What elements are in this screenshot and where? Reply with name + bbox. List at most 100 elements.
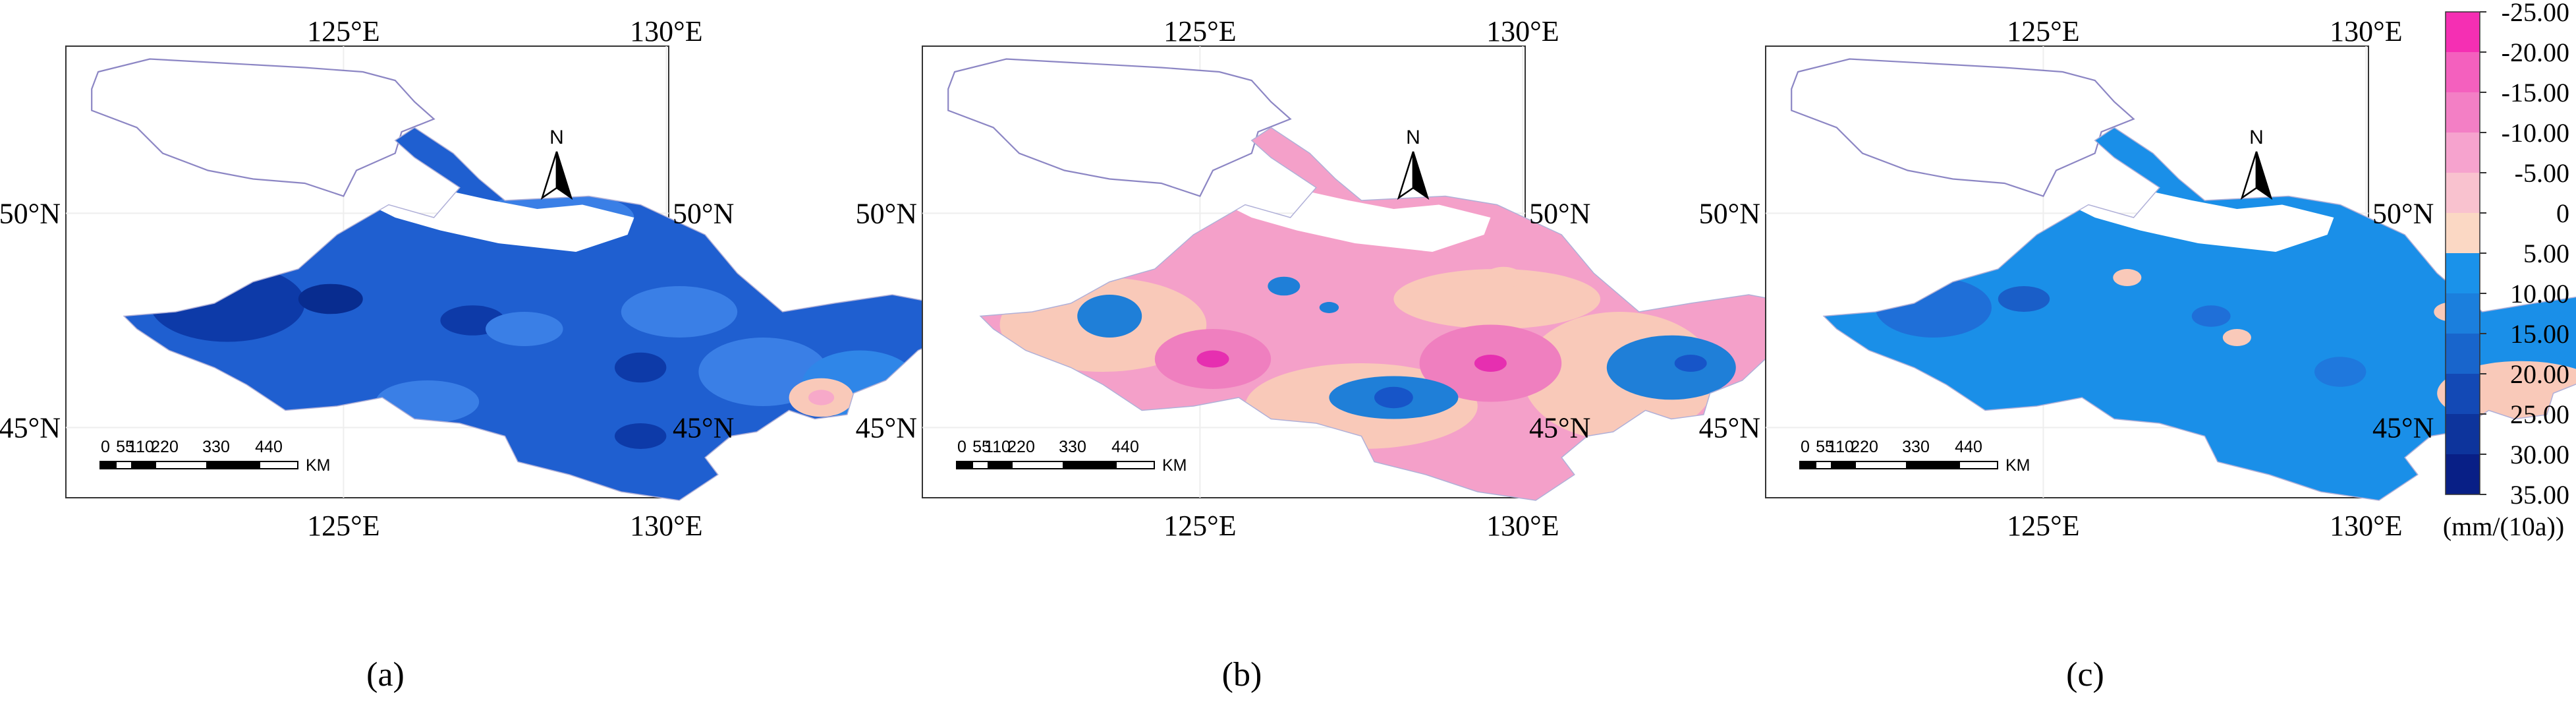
lon-label-top: 125°E: [1163, 15, 1236, 47]
scale-bar-number: 0: [101, 438, 110, 456]
legend-color-swatch: [2446, 253, 2480, 294]
legend-label: 10.00: [2510, 279, 2569, 309]
lat-label-right: 50°N: [2372, 198, 2434, 230]
legend-color-swatch: [2446, 334, 2480, 374]
scale-bar-number: 55: [972, 438, 991, 456]
scale-bar-unit: KM: [1162, 456, 1187, 475]
scale-bar-number: 220: [151, 438, 179, 456]
panel-caption-c: (c): [2066, 656, 2104, 694]
unshaded-region: [1791, 58, 2135, 197]
region-outline: [123, 127, 971, 501]
legend-color-swatch: [2446, 52, 2480, 93]
trend-contour-zone: [2191, 305, 2231, 327]
lon-label-top: 125°E: [307, 15, 379, 47]
lon-label-bottom: 130°E: [630, 510, 702, 542]
legend-label: -20.00: [2502, 38, 2569, 67]
unshaded-region: [947, 58, 1292, 197]
scale-bar-number: 330: [1059, 438, 1086, 456]
trend-contour-zone: [1674, 355, 1707, 372]
lon-label-top: 130°E: [630, 15, 702, 47]
lat-label-left: 50°N: [0, 198, 61, 230]
map-panel-c: 125°E 130°E 125°E 130°E 50°N 45°N 50°N 45°N N 0 55…: [1699, 15, 2576, 542]
scale-bar-unit: KM: [2005, 456, 2030, 475]
trend-contour-zone: [621, 286, 738, 338]
scale-bar: [99, 461, 298, 469]
lon-label-bottom: 125°E: [307, 510, 379, 542]
north-label: N: [1406, 127, 1420, 148]
trend-contour-zone: [2113, 269, 2142, 286]
lat-label-left: 50°N: [1699, 198, 1760, 230]
legend-color-swatch: [2446, 213, 2480, 254]
trend-contour-zone: [1374, 386, 1413, 409]
lon-label-bottom: 125°E: [2007, 510, 2079, 542]
trend-contour-zone: [1474, 355, 1507, 372]
scale-bar-number: 110: [1828, 438, 1854, 456]
lon-label-bottom: 130°E: [2330, 510, 2402, 542]
legend-label: -15.00: [2502, 78, 2569, 107]
trend-contour-zone: [1268, 276, 1301, 296]
trend-contour-zone: [1998, 286, 2050, 312]
trend-base-fill: [124, 127, 970, 500]
scale-bar-number: 440: [1111, 438, 1139, 456]
legend-label: 25.00: [2510, 400, 2569, 429]
legend-label: 35.00: [2510, 480, 2569, 510]
legend-color-swatch: [2446, 92, 2480, 133]
trend-contour-zone: [1606, 335, 1736, 400]
legend-color-swatch: [2446, 293, 2480, 334]
north-label: N: [549, 127, 564, 148]
scale-bar-number: 330: [202, 438, 230, 456]
scale-bar-number: 0: [1801, 438, 1810, 456]
lat-label-left: 50°N: [856, 198, 917, 230]
north-arrow-icon: [1397, 151, 1430, 200]
panel-caption-a: (a): [366, 656, 405, 694]
legend-label: 20.00: [2510, 359, 2569, 389]
trend-contour-zone: [298, 283, 363, 314]
scale-bar-number: 440: [1955, 438, 1982, 456]
trend-contour-zone: [615, 423, 667, 449]
scale-bar-number: 0: [957, 438, 966, 456]
lat-label-left: 45°N: [0, 412, 61, 444]
color-legend: -25.00 -20.00 -15.00 -10.00 -5.00 0 5.00 10.00 1…: [2443, 0, 2569, 541]
map-panel-a: 125°E 130°E 125°E 130°E 50°N 45°N 50°N 45°N N 0 55…: [0, 15, 971, 542]
trend-contour-zone: [1484, 266, 1523, 289]
trend-contour-zone: [1196, 350, 1229, 368]
region-outline: [1822, 127, 2576, 501]
north-arrow-icon: [2240, 151, 2273, 200]
north-arrow-icon: [540, 151, 573, 200]
legend-label: -10.00: [2502, 118, 2569, 148]
legend-label: 0: [2556, 198, 2569, 228]
lat-label-right: 45°N: [1529, 412, 1590, 444]
legend-color-swatch: [2446, 12, 2480, 53]
legend-label: 30.00: [2510, 440, 2569, 469]
scale-bar-number: 440: [255, 438, 283, 456]
lat-label-right: 45°N: [2372, 412, 2434, 444]
panel-caption-b: (b): [1222, 656, 1262, 694]
north-label: N: [2249, 127, 2264, 148]
unshaded-region: [91, 58, 435, 197]
scale-bar-number: 220: [1007, 438, 1035, 456]
scale-bar-number: 330: [1902, 438, 1930, 456]
scale-bar-number: 110: [128, 438, 154, 456]
trend-contour-zone: [808, 390, 835, 405]
legend-label: 5.00: [2523, 239, 2569, 268]
lat-label-left: 45°N: [1699, 412, 1760, 444]
lat-label-right: 50°N: [1529, 198, 1590, 230]
lat-label-left: 45°N: [856, 412, 917, 444]
lon-label-bottom: 130°E: [1486, 510, 1559, 542]
legend-label: -25.00: [2502, 0, 2569, 27]
scale-bar-number: 55: [1816, 438, 1834, 456]
scale-bar-unit: KM: [306, 456, 331, 475]
legend-color-swatch: [2446, 173, 2480, 214]
legend-color-swatch: [2446, 414, 2480, 455]
lon-label-top: 130°E: [1486, 15, 1559, 47]
legend-label: 15.00: [2510, 319, 2569, 349]
trend-contour-zone: [1319, 302, 1339, 313]
trend-contour-zone: [2222, 329, 2251, 346]
trend-contour-zone: [486, 312, 563, 346]
lat-label-right: 50°N: [673, 198, 734, 230]
trend-contour-zone: [1077, 295, 1142, 338]
lat-label-right: 45°N: [673, 412, 734, 444]
trend-contour-zone: [615, 352, 667, 383]
lon-label-bottom: 125°E: [1163, 510, 1236, 542]
